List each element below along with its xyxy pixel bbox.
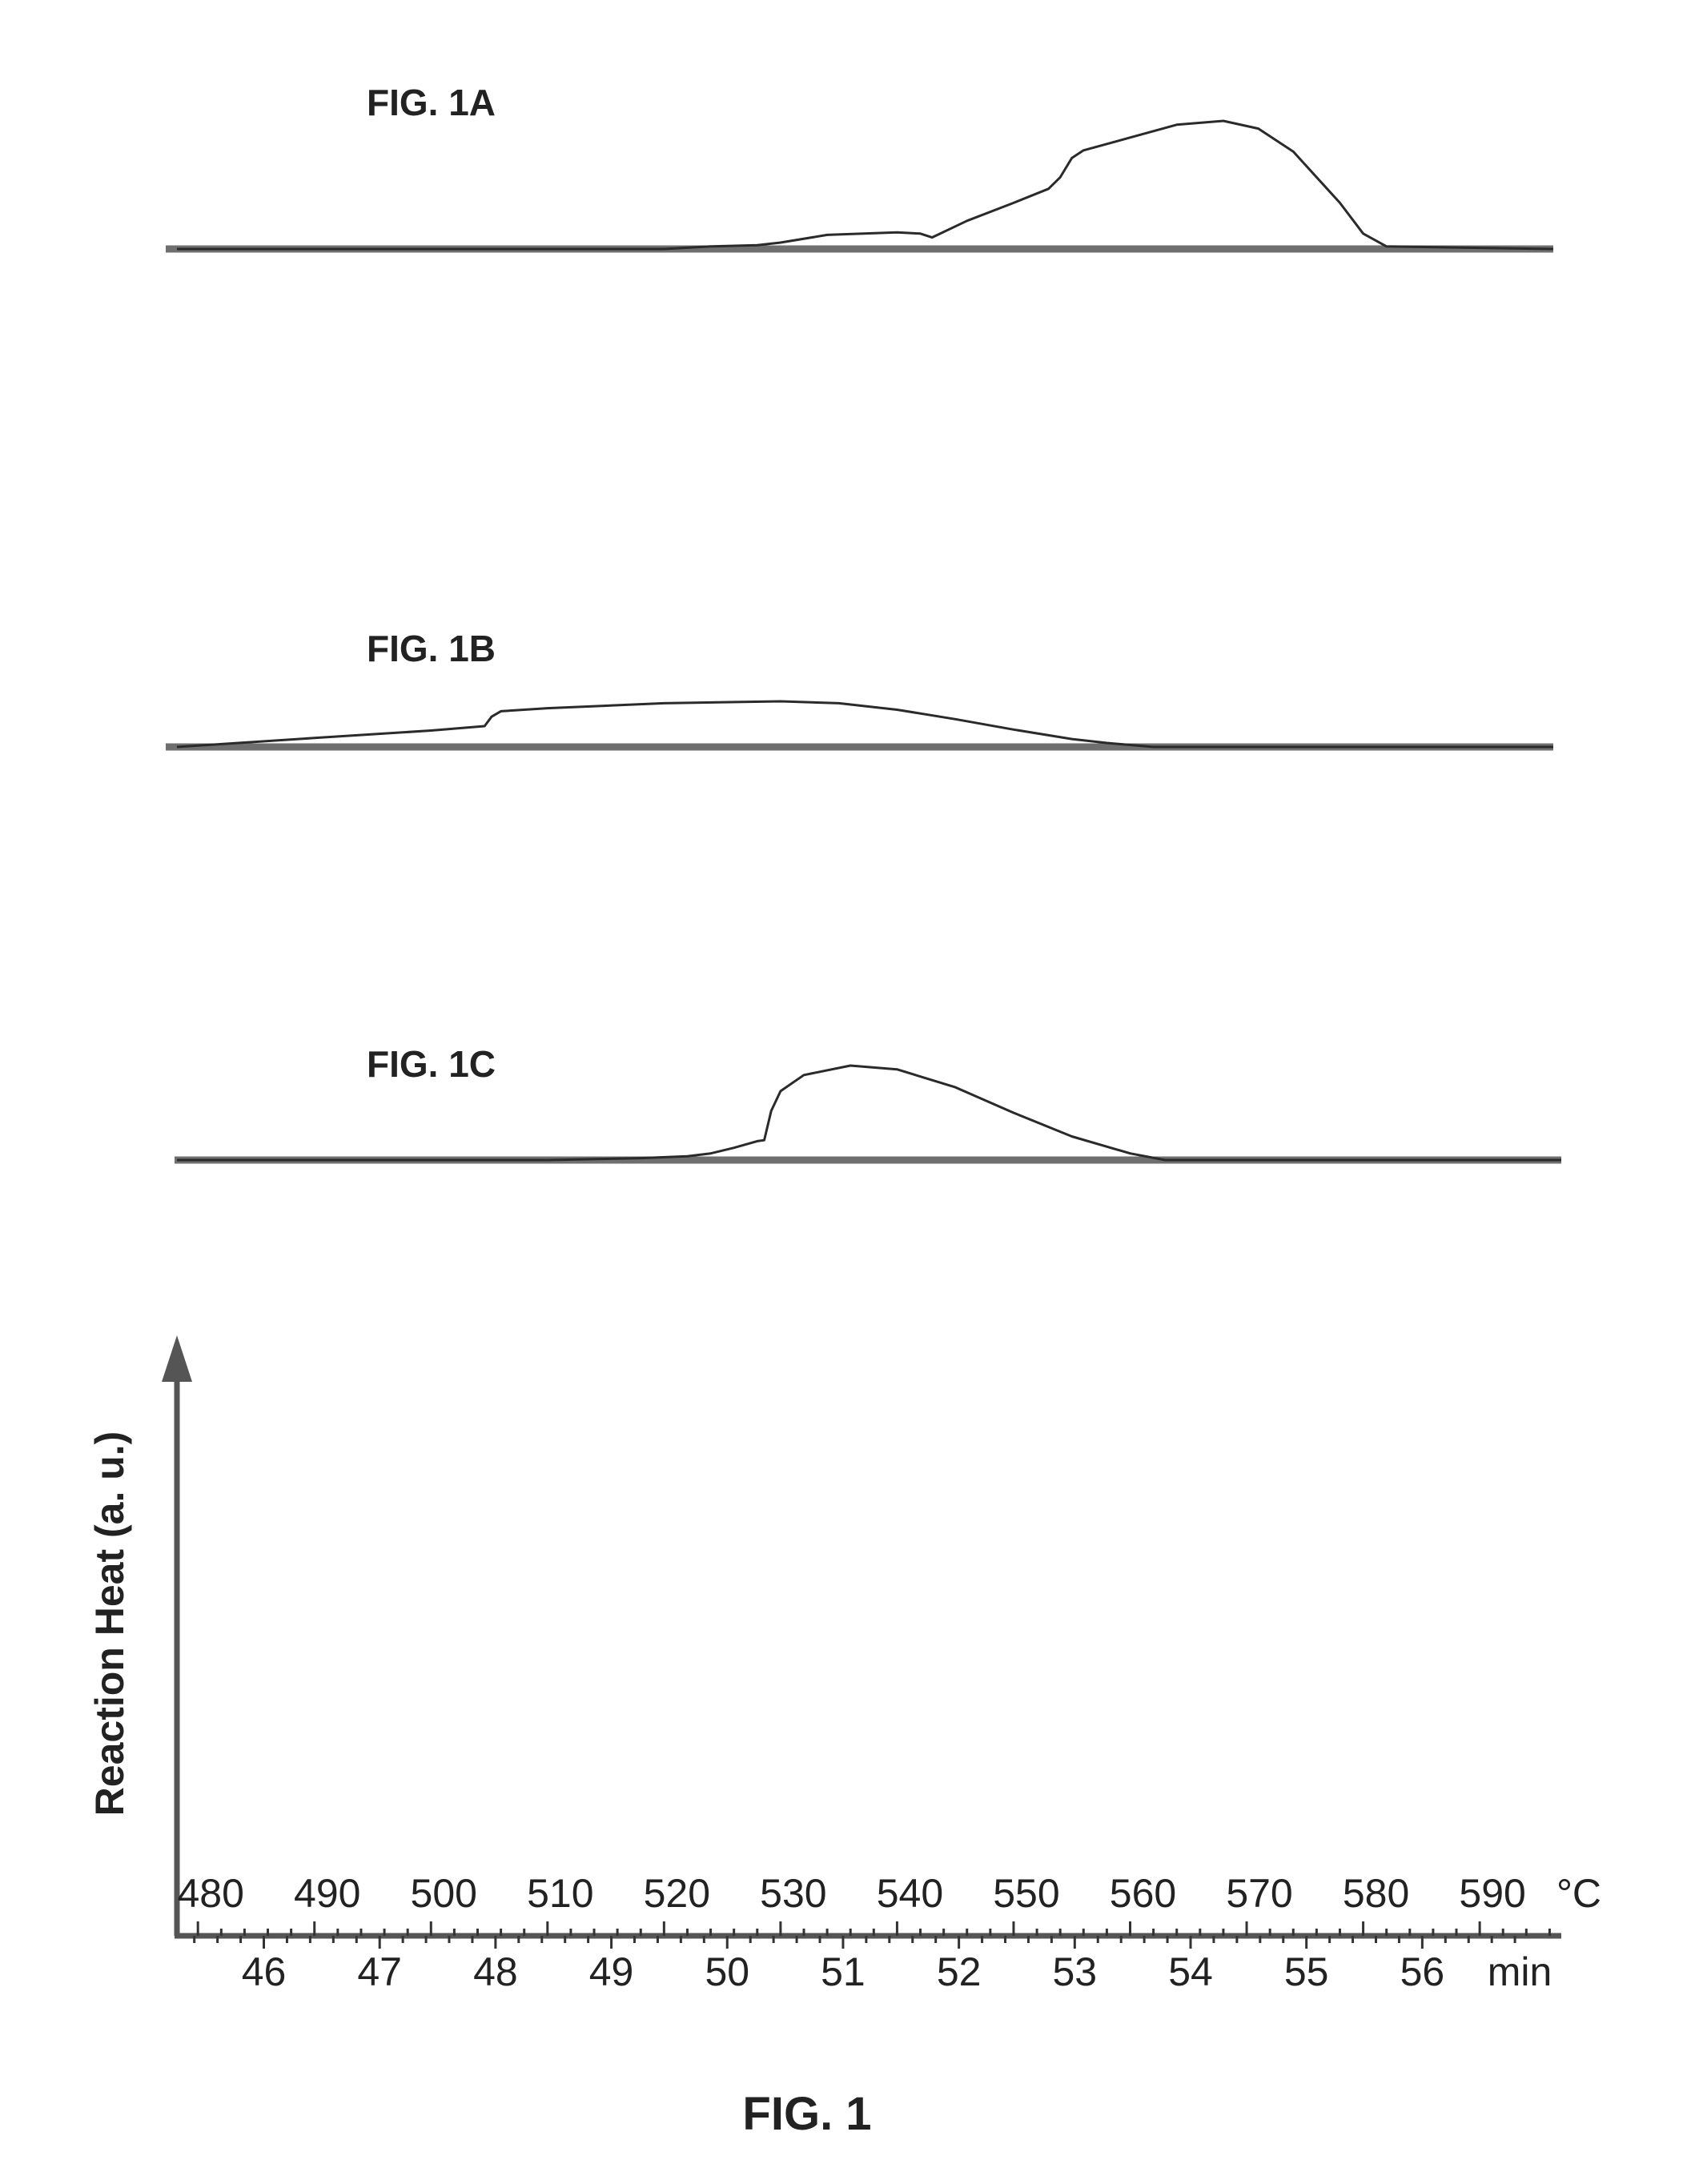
panel-label-fig-1c: FIG. 1C (367, 1043, 496, 1085)
x-axis: 480490500510520530540550560570580590 464… (175, 1871, 1601, 1994)
y-axis: Reaction Heat (a. u.) (87, 1335, 192, 1936)
panel-fig-1a: FIG. 1A (166, 82, 1553, 249)
x-tick-label-time: 46 (242, 1949, 287, 1994)
x-ticks-time: 46 47 48 49 50 51 52 53 54 55 56 (195, 1936, 1515, 1994)
x-ticks-temperature: 480 490 500 510 520 530 540 550 560 570 580 590 (177, 1871, 1549, 1936)
x-tick-label-temperature: 550 (993, 1871, 1059, 1916)
x-axis-unit-time: min (1488, 1949, 1552, 1994)
x-tick-label-time: 51 (821, 1949, 866, 1994)
x-tick-label-time: 50 (705, 1949, 749, 1994)
x-tick-label-time: 49 (589, 1949, 634, 1994)
x-tick-label-time: 55 (1284, 1949, 1329, 1994)
panel-fig-1b: FIG. 1B (166, 628, 1553, 747)
x-tick-label-time: 47 (357, 1949, 402, 1994)
x-tick-label-temperature: 510 (527, 1871, 593, 1916)
figure-title: FIG. 1 (742, 2088, 871, 2140)
x-tick-label-time: 48 (473, 1949, 518, 1994)
x-axis-unit-temperature: °C (1556, 1871, 1601, 1916)
panel-label-fig-1a: FIG. 1A (367, 82, 496, 123)
x-tick-label-time: 53 (1053, 1949, 1098, 1994)
y-axis-arrowhead (162, 1335, 192, 1382)
x-tick-label-temperature: 500 (411, 1871, 477, 1916)
panel-label-fig-1b: FIG. 1B (367, 628, 496, 669)
x-tick-label-time: 56 (1400, 1949, 1445, 1994)
x-tick-label-temperature: 480 (177, 1871, 243, 1916)
y-axis-title: Reaction Heat (a. u.) (87, 1431, 132, 1817)
x-tick-label-temperature: 580 (1343, 1871, 1409, 1916)
x-tick-label-time: 54 (1168, 1949, 1213, 1994)
x-tick-label-temperature: 590 (1459, 1871, 1525, 1916)
x-tick-label-temperature: 570 (1226, 1871, 1292, 1916)
x-tick-label-temperature: 540 (877, 1871, 943, 1916)
reaction-heat-curve-fig-1b (177, 701, 1553, 747)
x-tick-label-temperature: 490 (294, 1871, 360, 1916)
reaction-heat-curve-fig-1a (177, 121, 1553, 249)
panel-fig-1c: FIG. 1C (175, 1043, 1561, 1160)
x-tick-label-temperature: 560 (1110, 1871, 1176, 1916)
x-tick-label-time: 52 (937, 1949, 982, 1994)
x-tick-label-temperature: 530 (760, 1871, 826, 1916)
x-tick-label-temperature: 520 (644, 1871, 710, 1916)
